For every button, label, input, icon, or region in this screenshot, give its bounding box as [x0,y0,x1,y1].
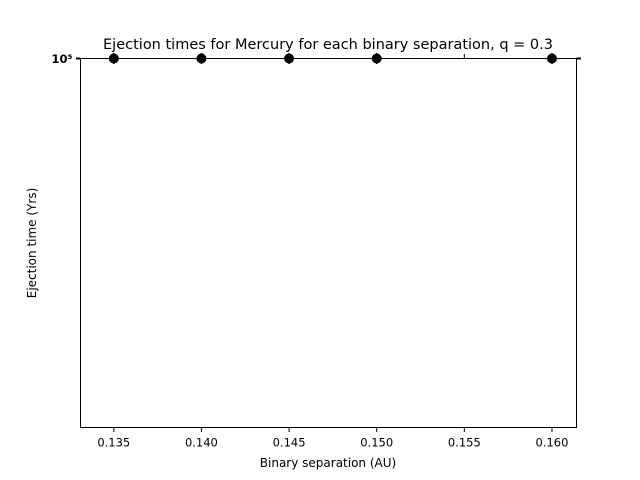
x-axis-ticks: 0.135 0.140 0.145 0.150 0.155 0.160 [97,54,568,450]
data-points [108,53,557,64]
x-tick-label: 0.140 [185,436,218,450]
y-axis-label: Ejection time (Yrs) [25,188,39,299]
y-tick-label: 10⁵ [51,52,72,66]
x-tick-label: 0.145 [273,436,306,450]
x-axis-label: Binary separation (AU) [260,456,396,470]
plot-area [80,58,577,428]
y-axis-ticks: 10⁵ [51,52,581,66]
x-tick-label: 0.160 [535,436,568,450]
x-tick-label: 0.135 [97,436,130,450]
chart-title: Ejection times for Mercury for each bina… [103,37,553,53]
x-tick-label: 0.150 [360,436,393,450]
x-tick-label: 0.155 [448,436,481,450]
